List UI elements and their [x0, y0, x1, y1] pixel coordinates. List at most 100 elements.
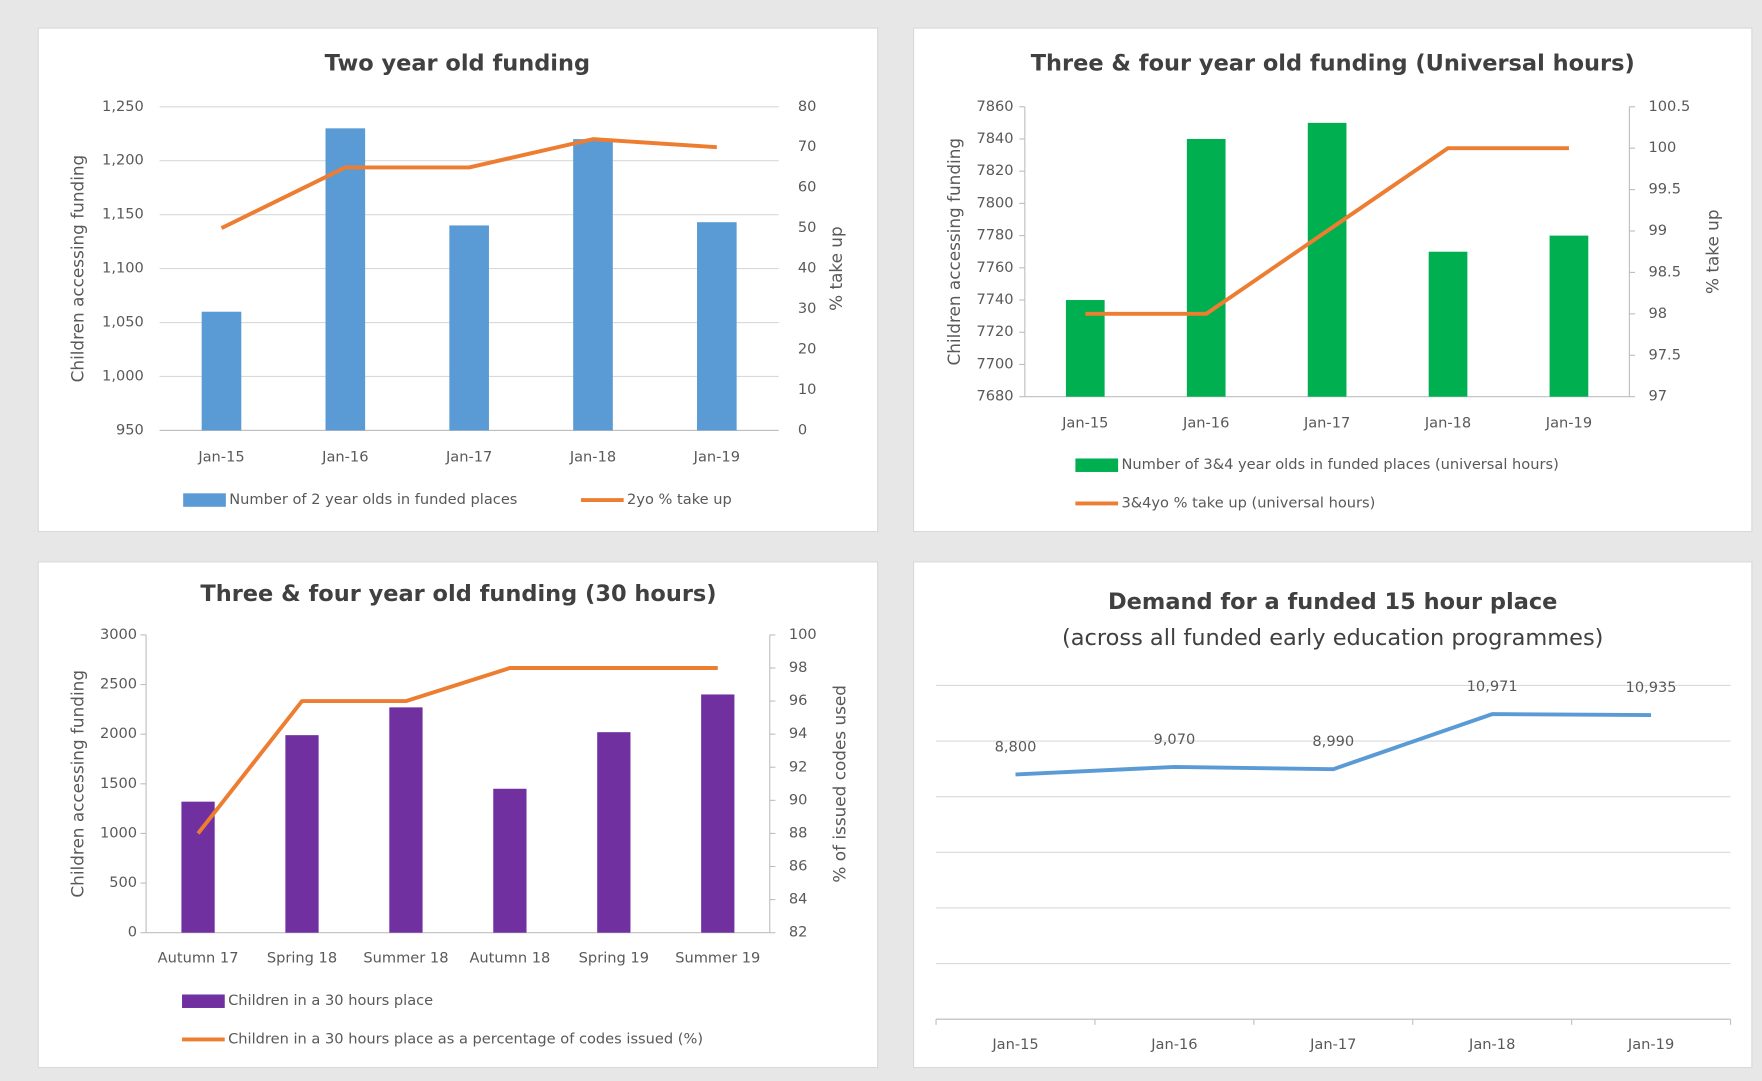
- x-tick-label: Jan-15: [991, 1036, 1038, 1053]
- bar: [201, 311, 242, 431]
- y2-tick-label: 88: [789, 824, 808, 841]
- y2-tick-label: 99.5: [1648, 181, 1681, 198]
- bar: [285, 735, 319, 933]
- x-tick-label: Summer 19: [675, 950, 760, 967]
- y-tick-label: 7680: [976, 388, 1013, 405]
- bar: [325, 128, 366, 431]
- y-tick-label: 1,250: [102, 98, 144, 115]
- y-tick-label: 1,200: [102, 152, 144, 169]
- y-tick-label: 2000: [100, 725, 137, 742]
- y-tick-label: 7700: [976, 355, 1013, 372]
- bar: [181, 801, 215, 933]
- x-tick-label: Jan-17: [445, 448, 492, 465]
- x-tick-label: Jan-19: [693, 448, 740, 465]
- y-tick-label: 1,100: [102, 260, 144, 277]
- legend-label: Number of 2 year olds in funded places: [229, 491, 517, 508]
- chart-title: Two year old funding: [325, 51, 591, 77]
- x-tick-label: Jan-17: [1309, 1036, 1356, 1053]
- y-tick-label: 7720: [976, 323, 1013, 340]
- y2-tick-label: 98: [1648, 305, 1667, 322]
- bar: [1549, 235, 1589, 397]
- y2-tick-label: 60: [798, 179, 817, 196]
- y2-axis-label: % take up: [826, 226, 846, 311]
- legend-label: 2yo % take up: [627, 491, 732, 508]
- y-tick-label: 500: [109, 874, 137, 891]
- x-tick-label: Jan-16: [1182, 415, 1229, 432]
- line: [196, 666, 718, 835]
- y2-tick-label: 94: [789, 725, 808, 742]
- y-tick-label: 3000: [100, 626, 137, 643]
- y-axis-label: Children accessing funding: [68, 670, 88, 898]
- bar: [1186, 138, 1226, 397]
- panel: [37, 561, 879, 1069]
- y2-tick-label: 92: [789, 758, 808, 775]
- x-tick-label: Jan-17: [1303, 415, 1350, 432]
- x-tick-label: Jan-15: [197, 448, 244, 465]
- bar: [697, 222, 737, 431]
- line: [220, 137, 717, 230]
- legend-swatch: [183, 493, 226, 507]
- x-tick-label: Autumn 17: [158, 950, 239, 967]
- y2-tick-label: 82: [789, 924, 808, 941]
- y2-tick-label: 86: [789, 858, 808, 875]
- y2-axis-label: % of issued codes used: [830, 685, 850, 883]
- y-tick-label: 7800: [976, 194, 1013, 211]
- y2-tick-label: 97: [1648, 388, 1667, 405]
- legend-label: Children in a 30 hours place: [228, 992, 433, 1009]
- bar: [389, 707, 423, 933]
- x-tick-label: Jan-16: [321, 448, 368, 465]
- x-tick-label: Jan-19: [1545, 415, 1592, 432]
- y2-tick-label: 84: [789, 891, 808, 908]
- chart-title: Three & four year old funding (30 hours): [200, 581, 716, 607]
- y2-tick-label: 50: [798, 219, 817, 236]
- bar: [573, 139, 613, 431]
- y-tick-label: 1500: [100, 775, 137, 792]
- bar: [1307, 122, 1347, 397]
- dashboard-content: Two year old funding 950 1,000 1,050 1,100 1,…: [37, 27, 1753, 1069]
- y2-tick-label: 80: [798, 98, 817, 115]
- data-label: 8,800: [995, 738, 1037, 755]
- data-label: 10,935: [1626, 679, 1677, 696]
- chart-subtitle: (across all funded early education progr…: [1062, 625, 1603, 651]
- y2-tick-label: 0: [798, 421, 807, 438]
- y2-tick-label: 90: [789, 791, 808, 808]
- y-tick-label: 2500: [100, 676, 137, 693]
- y2-tick-label: 10: [798, 381, 817, 398]
- y2-tick-label: 100.5: [1648, 98, 1690, 115]
- y-tick-label: 7740: [976, 291, 1013, 308]
- x-tick-label: Jan-15: [1061, 415, 1108, 432]
- y-tick-label: 1000: [100, 824, 137, 841]
- x-tick-label: Jan-16: [1150, 1036, 1197, 1053]
- data-label: 8,990: [1312, 733, 1354, 750]
- y-tick-label: 7820: [976, 162, 1013, 179]
- data-label: 10,971: [1467, 678, 1518, 695]
- y-tick-label: 950: [116, 421, 144, 438]
- y2-tick-label: 40: [798, 260, 817, 277]
- y2-axis-label: % take up: [1703, 209, 1723, 294]
- x-tick-label: Jan-18: [1468, 1036, 1515, 1053]
- y2-tick-label: 96: [789, 692, 808, 709]
- bar: [493, 788, 527, 933]
- y2-tick-label: 98.5: [1648, 263, 1681, 280]
- y2-tick-label: 100: [789, 626, 817, 643]
- legend-swatch: [1075, 458, 1119, 472]
- y2-tick-label: 97.5: [1648, 346, 1681, 363]
- y2-tick-label: 99: [1648, 222, 1667, 239]
- y2-tick-label: 30: [798, 300, 817, 317]
- bar: [1065, 300, 1105, 397]
- bar: [1428, 251, 1468, 397]
- y-tick-label: 7780: [976, 227, 1013, 244]
- chart-title: Three & four year old funding (Universal…: [1031, 51, 1635, 77]
- y-tick-label: 7760: [976, 259, 1013, 276]
- x-tick-label: Jan-18: [569, 448, 616, 465]
- y-tick-label: 0: [128, 924, 137, 941]
- x-tick-label: Jan-18: [1424, 415, 1471, 432]
- legend-label: Number of 3&4 year olds in funded places…: [1121, 456, 1558, 473]
- data-label: 9,070: [1154, 731, 1196, 748]
- line: [1085, 146, 1569, 316]
- legend-swatch: [182, 994, 225, 1008]
- y-tick-label: 7840: [976, 130, 1013, 147]
- y-tick-label: 1,150: [102, 206, 144, 223]
- y-axis-label: Children accessing funding: [944, 138, 964, 366]
